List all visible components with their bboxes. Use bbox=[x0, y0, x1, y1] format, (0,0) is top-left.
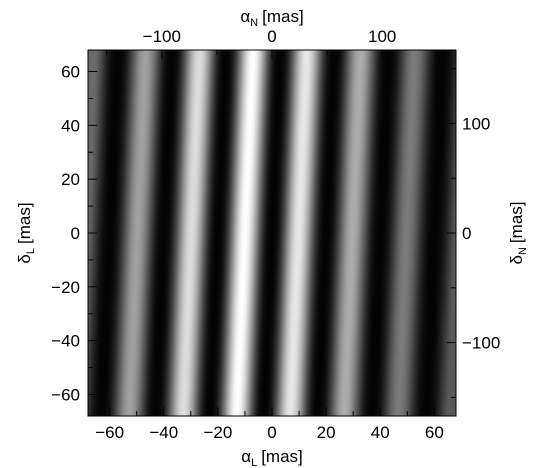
x-top-tick-label: 0 bbox=[267, 27, 276, 46]
x-top-axis-title: αN [mas] bbox=[240, 7, 303, 29]
y-left-tick-label: 60 bbox=[61, 63, 80, 82]
x-bottom-tick-label: −60 bbox=[95, 423, 124, 442]
y-left-axis-title: δL[mas] bbox=[15, 202, 37, 263]
y-left-tick-label: 20 bbox=[61, 170, 80, 189]
x-top-tick-label: 100 bbox=[368, 27, 396, 46]
x-bottom-tick-label: 0 bbox=[267, 423, 276, 442]
x-top-tick-label: −100 bbox=[143, 27, 181, 46]
y-left-tick-label: 0 bbox=[71, 224, 80, 243]
y-left-tick-label: −60 bbox=[51, 385, 80, 404]
y-right-tick-label: 100 bbox=[462, 114, 490, 133]
y-left-tick-label: −20 bbox=[51, 278, 80, 297]
x-bottom-tick-label: 40 bbox=[371, 423, 390, 442]
x-bottom-tick-label: −40 bbox=[149, 423, 178, 442]
tick-labels: −60 −40 −20 0 20 40 60 −60 −40 −20 0 20 40 60 −100 0 100… bbox=[51, 27, 500, 442]
y-left-tick-label: −40 bbox=[51, 332, 80, 351]
fringe-image bbox=[88, 50, 456, 416]
x-bottom-tick-label: −20 bbox=[203, 423, 232, 442]
ticks bbox=[88, 50, 456, 416]
y-right-tick-label: −100 bbox=[462, 334, 500, 353]
x-bottom-tick-label: 60 bbox=[425, 423, 444, 442]
x-bottom-tick-label: 20 bbox=[317, 423, 336, 442]
y-left-tick-label: 40 bbox=[61, 116, 80, 135]
fringe-bands bbox=[88, 50, 456, 416]
y-right-tick-label: 0 bbox=[462, 224, 471, 243]
x-bottom-axis-title: αL [mas] bbox=[241, 447, 303, 468]
y-right-axis-title: δN[mas] bbox=[507, 202, 529, 265]
